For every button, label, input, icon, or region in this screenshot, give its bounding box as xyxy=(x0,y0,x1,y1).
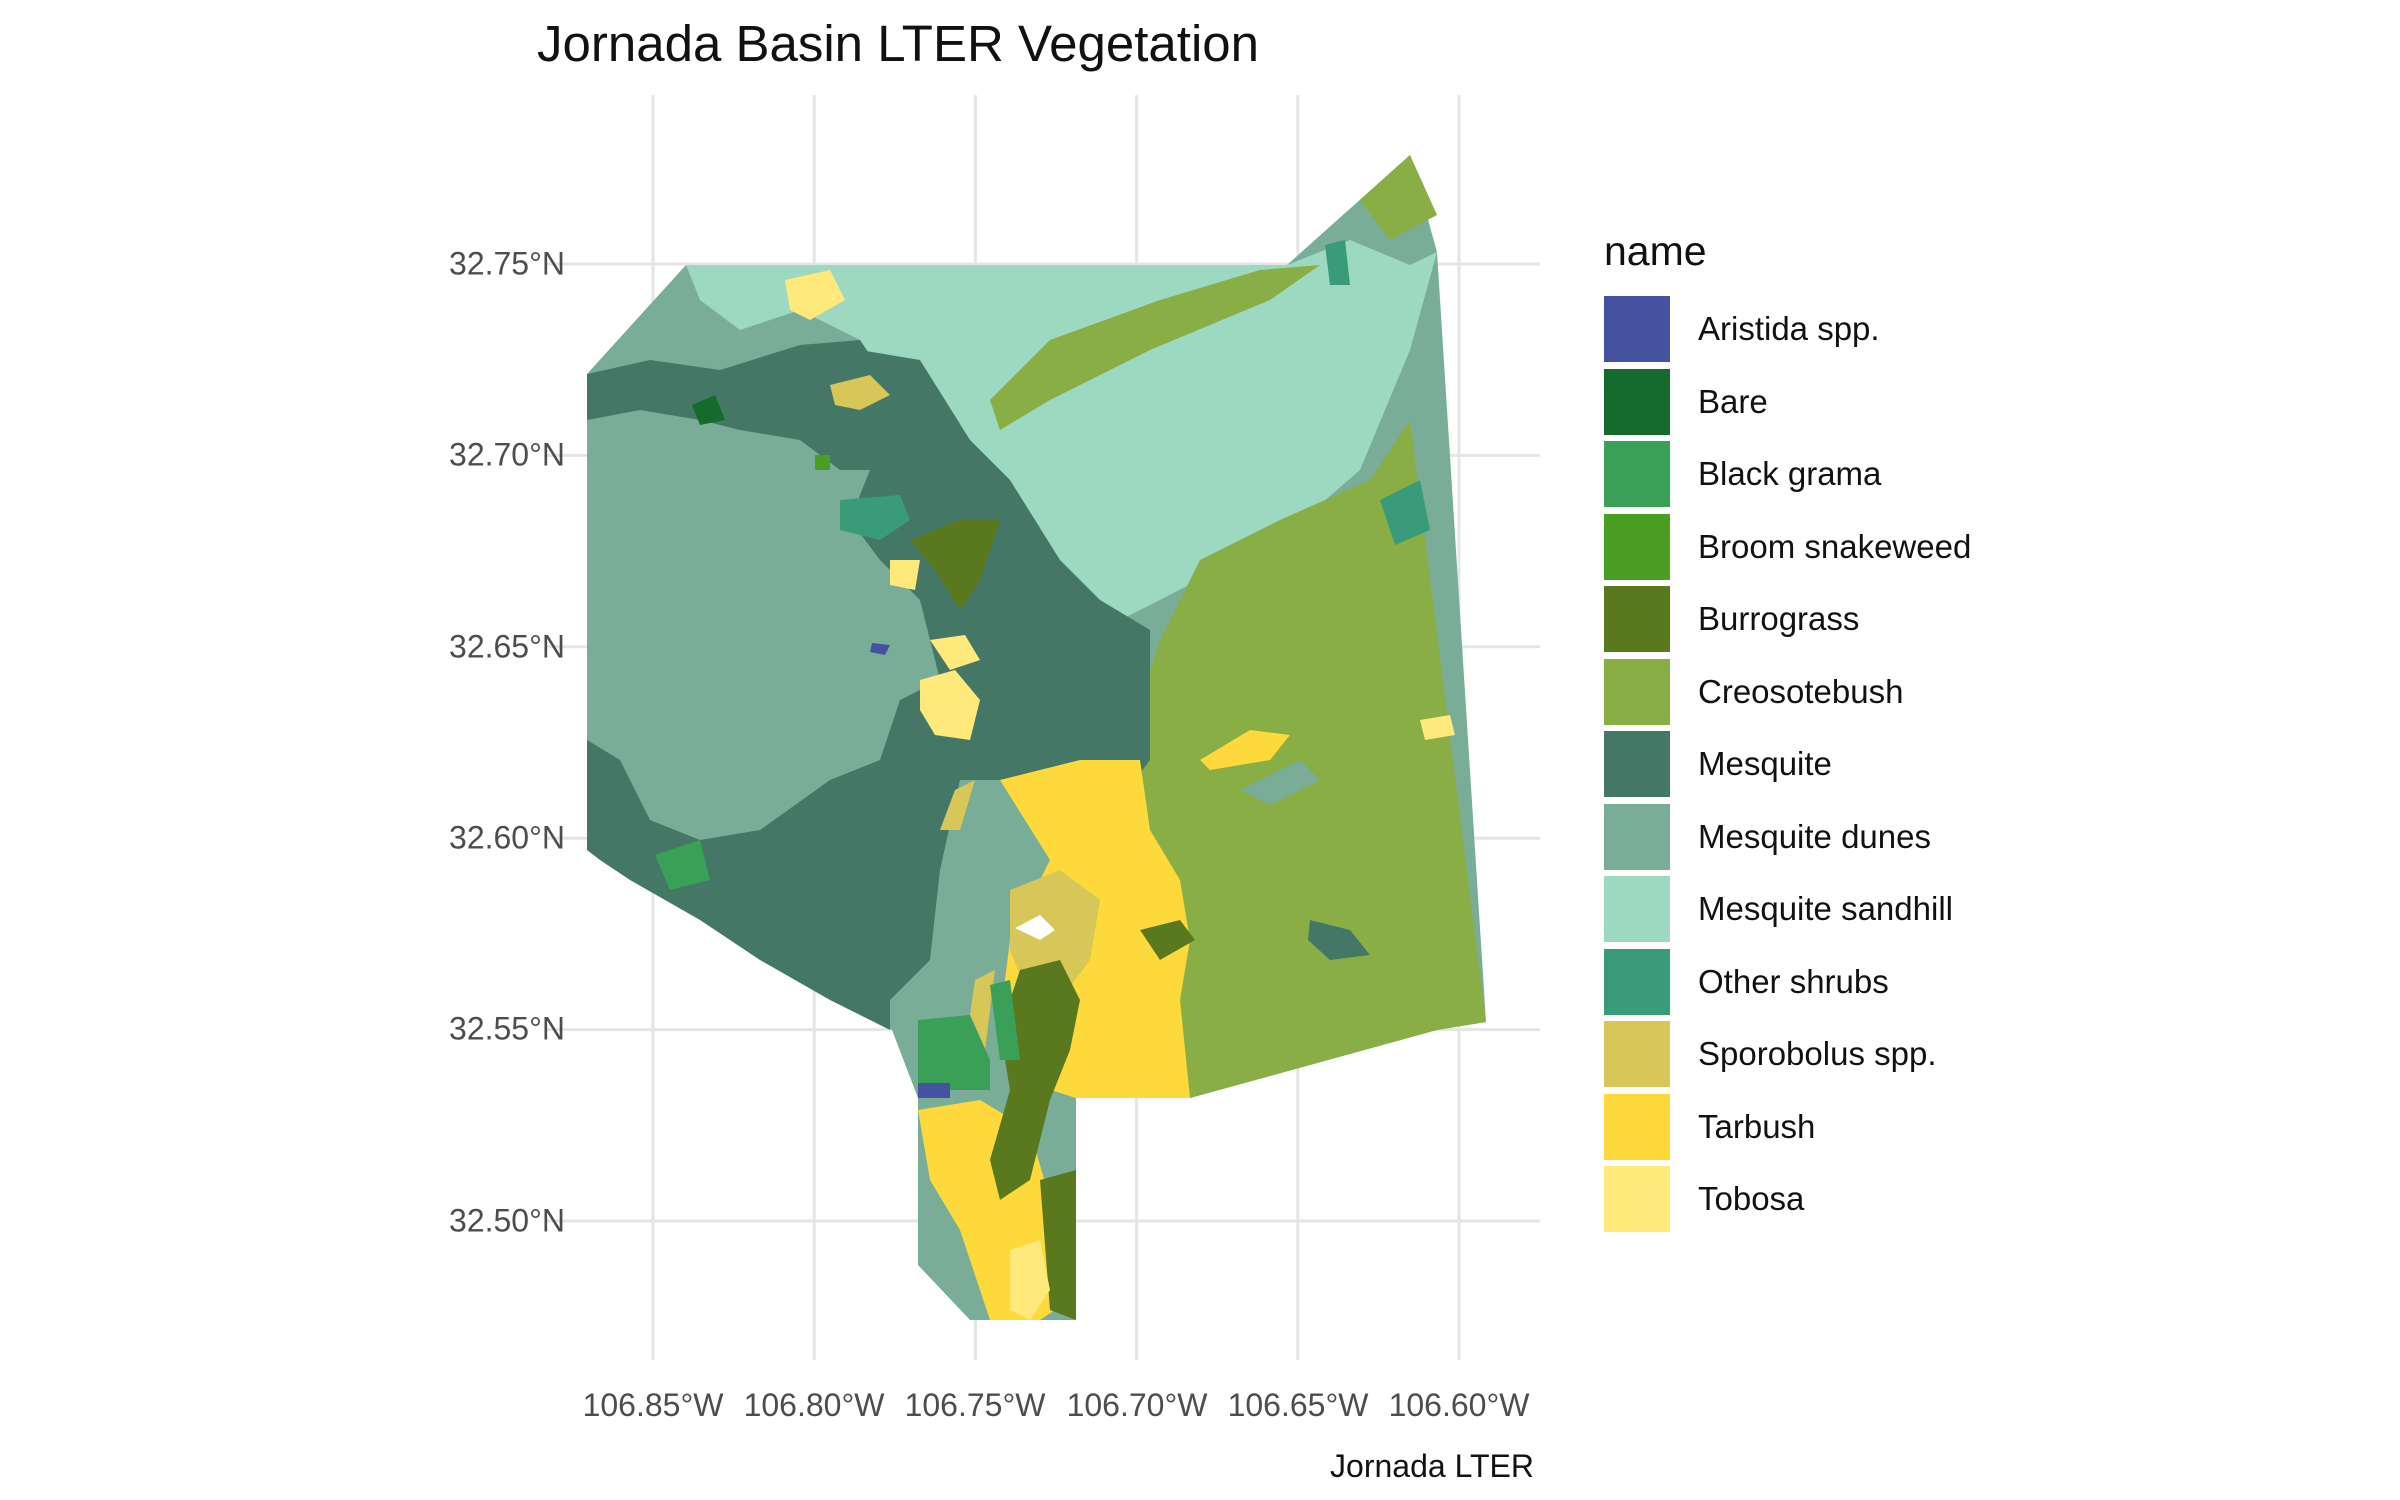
legend-item: Bare xyxy=(1604,366,1971,439)
x-tick-label: 106.75°W xyxy=(904,1387,1046,1423)
legend-item: Mesquite xyxy=(1604,728,1971,801)
legend-item: Aristida spp. xyxy=(1604,293,1971,366)
legend-swatch xyxy=(1604,441,1670,508)
region-black-grama-west xyxy=(655,840,710,890)
legend-item: Creosotebush xyxy=(1604,656,1971,729)
legend-swatch xyxy=(1604,1021,1670,1088)
legend-label: Mesquite xyxy=(1698,745,1832,783)
region-mesquite-dunes-patch xyxy=(1240,760,1320,805)
region-aristida xyxy=(918,1083,950,1098)
legend-item: Tarbush xyxy=(1604,1091,1971,1164)
legend-swatch xyxy=(1604,803,1670,870)
legend-item: Mesquite sandhill xyxy=(1604,873,1971,946)
y-tick-label: 32.55°N xyxy=(449,1010,565,1047)
region-tarbush-patch xyxy=(1200,730,1290,770)
region-sporobolus-strip xyxy=(940,780,975,830)
region-creosotebush xyxy=(1140,420,1486,1098)
region-tobosa-2 xyxy=(930,635,980,670)
y-tick-label: 32.60°N xyxy=(449,819,565,856)
legend-swatch xyxy=(1604,513,1670,580)
region-creosotebush-ne xyxy=(1360,155,1437,240)
region-tobosa xyxy=(920,670,980,740)
region-sporobolus-north xyxy=(830,375,890,410)
legend-label: Sporobolus spp. xyxy=(1698,1035,1937,1073)
region-aristida-2 xyxy=(870,643,890,655)
legend-label: Mesquite dunes xyxy=(1698,817,1931,855)
legend-item: Black grama xyxy=(1604,438,1971,511)
legend-swatch xyxy=(1604,586,1670,653)
legend-swatch xyxy=(1604,1093,1670,1160)
region-black-grama-2 xyxy=(990,980,1020,1060)
region-mesquite-patch xyxy=(1308,920,1370,960)
x-tick-label: 106.85°W xyxy=(582,1387,724,1423)
y-tick-label: 32.75°N xyxy=(449,245,565,282)
legend-label: Creosotebush xyxy=(1698,672,1904,710)
legend-label: Tobosa xyxy=(1698,1180,1805,1218)
legend-title: name xyxy=(1604,228,1707,274)
region-other-shrubs-ne xyxy=(1380,480,1430,545)
legend-label: Tarbush xyxy=(1698,1107,1816,1145)
legend-label: Broom snakeweed xyxy=(1698,527,1972,565)
x-tick-label: 106.80°W xyxy=(743,1387,885,1423)
region-tobosa-south xyxy=(1010,1240,1050,1320)
legend-item: Burrograss xyxy=(1604,583,1971,656)
legend-items: Aristida spp. Bare Black grama Broom snakew… xyxy=(1604,293,1971,1236)
legend-item: Sporobolus spp. xyxy=(1604,1018,1971,1091)
region-black-grama xyxy=(918,1015,990,1090)
map-caption: Jornada LTER xyxy=(1330,1448,1534,1484)
y-tick-label: 32.50°N xyxy=(449,1202,565,1239)
region-mesquite xyxy=(587,350,1150,1030)
vegetation-regions xyxy=(587,155,1486,1320)
region-empty xyxy=(1015,915,1055,940)
legend-label: Mesquite sandhill xyxy=(1698,890,1953,928)
legend-item: Broom snakeweed xyxy=(1604,511,1971,584)
region-burrograss-north xyxy=(910,520,1000,610)
x-tick-label: 106.70°W xyxy=(1066,1387,1208,1423)
region-bare xyxy=(692,395,725,425)
region-burrograss-se xyxy=(1040,1170,1076,1320)
legend-label: Black grama xyxy=(1698,455,1882,493)
legend-swatch xyxy=(1604,1166,1670,1233)
region-tobosa-3 xyxy=(785,270,845,320)
region-mesquite-north xyxy=(587,340,900,470)
region-other-shrubs xyxy=(840,495,910,540)
region-creosotebush-band xyxy=(990,265,1320,430)
map-title: Jornada Basin LTER Vegetation xyxy=(537,15,1260,72)
legend-item: Mesquite dunes xyxy=(1604,801,1971,874)
x-tick-label: 106.65°W xyxy=(1227,1387,1369,1423)
legend-label: Aristida spp. xyxy=(1698,310,1880,348)
x-tick-label: 106.60°W xyxy=(1388,1387,1530,1423)
legend-swatch xyxy=(1604,876,1670,943)
legend-item: Tobosa xyxy=(1604,1163,1971,1236)
legend-label: Bare xyxy=(1698,382,1768,420)
legend-swatch xyxy=(1604,731,1670,798)
legend-item: Other shrubs xyxy=(1604,946,1971,1019)
legend-label: Burrograss xyxy=(1698,600,1860,638)
legend-label: Other shrubs xyxy=(1698,962,1889,1000)
legend: name Aristida spp. Bare Black grama Broom s… xyxy=(1604,228,1971,1236)
region-broom-snakeweed xyxy=(815,455,830,470)
region-other-shrubs-n xyxy=(1325,240,1350,285)
legend-swatch xyxy=(1604,296,1670,363)
region-tobosa-east xyxy=(1420,715,1455,740)
y-tick-label: 32.65°N xyxy=(449,628,565,665)
legend-swatch xyxy=(1604,658,1670,725)
y-tick-label: 32.70°N xyxy=(449,436,565,473)
region-burrograss-east xyxy=(1140,920,1195,960)
region-tobosa-4 xyxy=(890,560,920,590)
legend-swatch xyxy=(1604,948,1670,1015)
legend-swatch xyxy=(1604,368,1670,435)
